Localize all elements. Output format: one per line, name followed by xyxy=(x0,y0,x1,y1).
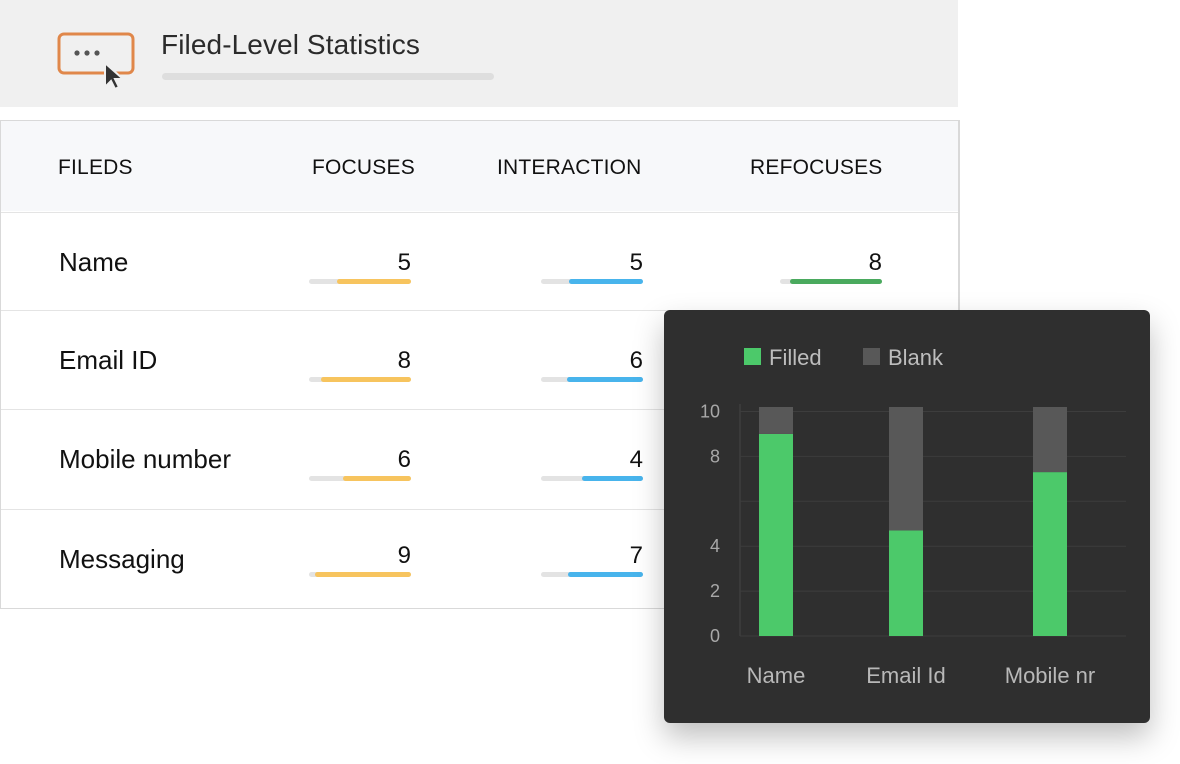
legend-label: Blank xyxy=(888,345,944,370)
bar-filled xyxy=(889,530,923,636)
focuses-metric: 8 xyxy=(309,335,411,395)
bar-blank xyxy=(759,407,793,434)
interaction-bar-track xyxy=(541,476,643,481)
y-tick-label: 8 xyxy=(710,446,720,466)
focuses-metric: 5 xyxy=(309,237,411,297)
focuses-bar-fill xyxy=(321,377,411,382)
interaction-value: 5 xyxy=(629,249,643,276)
interaction-value: 6 xyxy=(629,347,643,374)
title-underline xyxy=(162,73,494,80)
interaction-bar-track xyxy=(541,279,643,284)
column-header-focuses: FOCUSES xyxy=(312,156,415,179)
refocuses-value: 8 xyxy=(868,249,882,276)
interaction-value: 4 xyxy=(629,446,643,473)
focuses-bar-track xyxy=(309,572,411,577)
focuses-bar-track xyxy=(309,377,411,382)
filled-blank-chart-card: 0 2 4 8 10 Filled Blank Name Email Id Mobile nr xyxy=(664,310,1150,723)
column-header-refocuses: REFOCUSES xyxy=(750,156,883,179)
interaction-bar-fill xyxy=(566,377,643,382)
refocuses-bar-track xyxy=(780,279,882,284)
field-name: Messaging xyxy=(59,544,185,574)
field-name: Name xyxy=(59,247,129,277)
x-tick-label: Mobile nr xyxy=(1005,663,1095,688)
table-header: FILEDS FOCUSES INTERACTION REFOCUSES xyxy=(1,121,958,211)
field-name: Mobile number xyxy=(59,444,231,474)
table-row: Messaging 9 7 xyxy=(1,509,958,609)
focuses-value: 8 xyxy=(397,347,411,374)
filled-blank-chart: 0 2 4 8 10 Filled Blank Name Email Id Mobile nr xyxy=(700,345,1126,688)
table-row: Mobile number 6 4 xyxy=(1,409,958,509)
focuses-bar-track xyxy=(309,279,411,284)
focuses-bar-fill xyxy=(342,476,411,481)
interaction-bar-fill xyxy=(581,476,643,481)
y-tick-label: 0 xyxy=(710,626,720,646)
column-header-interaction: INTERACTION xyxy=(497,156,642,179)
refocuses-metric: 8 xyxy=(780,237,882,297)
focuses-bar-track xyxy=(309,476,411,481)
interaction-metric: 6 xyxy=(541,335,643,395)
bar-filled xyxy=(1033,472,1067,636)
table-row: Email ID 8 6 xyxy=(1,310,958,410)
focuses-bar-fill xyxy=(336,279,411,284)
interaction-bar-fill xyxy=(568,279,643,284)
x-tick-label: Name xyxy=(747,663,806,688)
interaction-metric: 7 xyxy=(541,530,643,590)
cursor-click-icon xyxy=(57,32,135,90)
column-header-fields: FILEDS xyxy=(58,156,133,179)
interaction-value: 7 xyxy=(629,542,643,569)
legend-swatch xyxy=(863,348,880,365)
page-title: Filed-Level Statistics xyxy=(161,29,420,60)
page-header: Filed-Level Statistics xyxy=(0,0,958,107)
interaction-metric: 5 xyxy=(541,237,643,297)
x-tick-label: Email Id xyxy=(866,663,945,688)
focuses-value: 9 xyxy=(397,542,411,569)
bar-blank xyxy=(1033,407,1067,473)
field-name: Email ID xyxy=(59,345,158,375)
y-tick-label: 4 xyxy=(710,536,720,556)
table-row: Name 5 5 8 xyxy=(1,212,958,312)
focuses-value: 5 xyxy=(397,249,411,276)
interaction-bar-fill xyxy=(567,572,643,577)
legend-swatch xyxy=(744,348,761,365)
bar-filled xyxy=(759,433,793,636)
y-tick-label: 10 xyxy=(700,401,720,421)
interaction-metric: 4 xyxy=(541,434,643,494)
focuses-bar-fill xyxy=(315,572,411,577)
focuses-metric: 6 xyxy=(309,434,411,494)
focuses-value: 6 xyxy=(397,446,411,473)
y-tick-label: 2 xyxy=(710,581,720,601)
legend-label: Filled xyxy=(769,345,822,370)
bar-blank xyxy=(889,407,923,531)
refocuses-bar-fill xyxy=(790,279,882,284)
interaction-bar-track xyxy=(541,572,643,577)
focuses-metric: 9 xyxy=(309,530,411,590)
interaction-bar-track xyxy=(541,377,643,382)
